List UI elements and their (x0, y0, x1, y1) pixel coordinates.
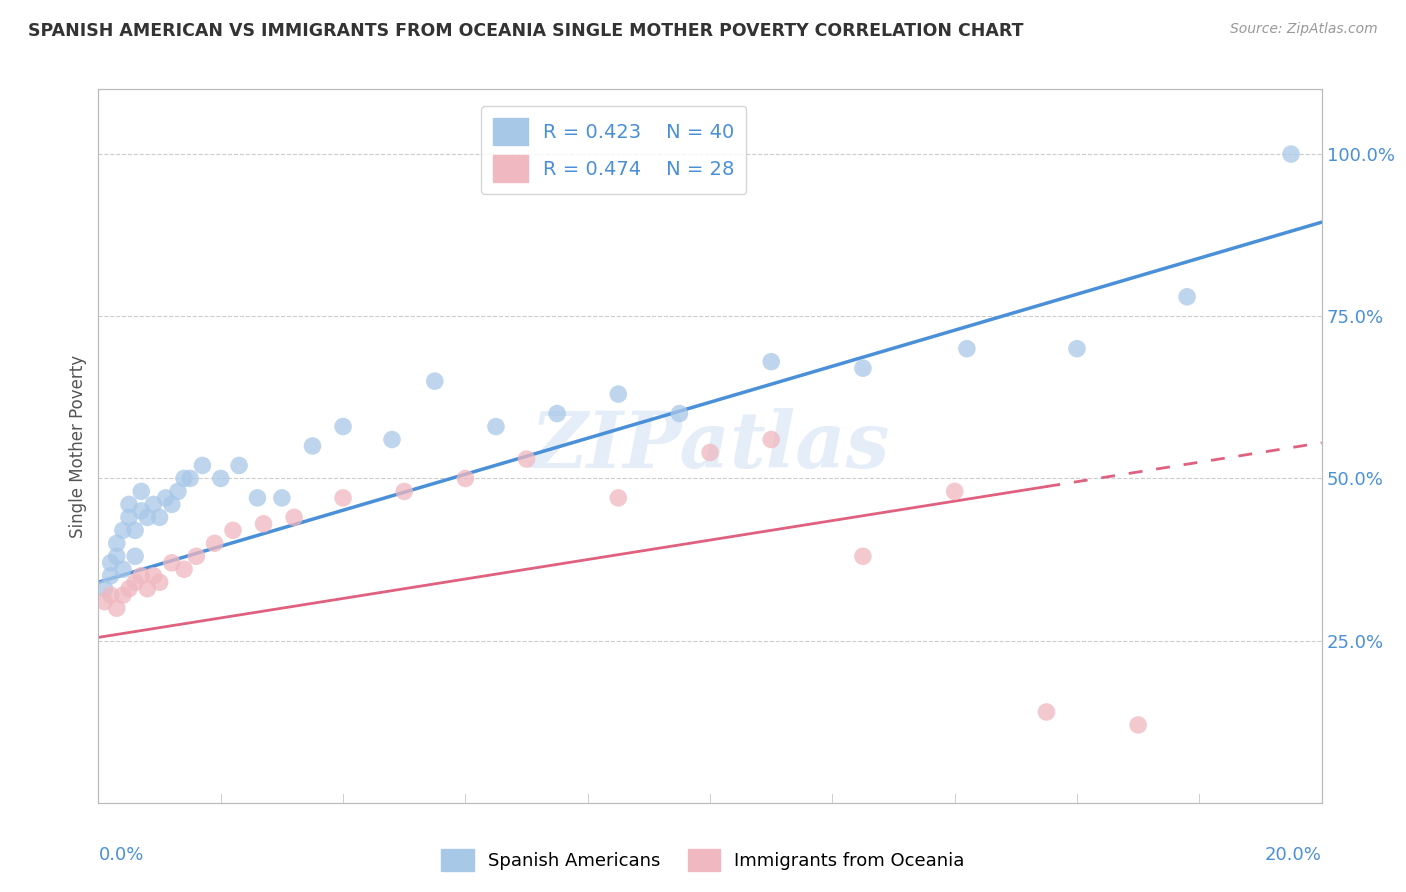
Point (228, 458, 250, 473)
Point (118, 582, 141, 596)
Point (1279, 147, 1302, 161)
Point (1066, 342, 1088, 356)
Point (485, 419, 508, 434)
Point (1175, 290, 1198, 304)
Point (105, 549, 128, 564)
Point (105, 536, 128, 550)
Point (173, 562, 195, 576)
Point (454, 471, 477, 485)
Point (118, 510, 141, 524)
Point (179, 471, 201, 485)
Point (191, 458, 214, 473)
Point (111, 588, 134, 602)
Point (332, 491, 354, 505)
Point (423, 374, 446, 388)
Point (222, 524, 245, 538)
Point (301, 439, 323, 453)
Point (100, 588, 122, 602)
Text: Source: ZipAtlas.com: Source: ZipAtlas.com (1230, 22, 1378, 37)
Point (546, 407, 568, 421)
Point (155, 491, 177, 505)
Point (129, 504, 152, 518)
Point (111, 524, 134, 538)
Point (149, 575, 172, 590)
Point (105, 601, 128, 615)
Point (129, 484, 152, 499)
Point (668, 407, 690, 421)
Point (332, 419, 354, 434)
Text: SPANISH AMERICAN VS IMMIGRANTS FROM OCEANIA SINGLE MOTHER POVERTY CORRELATION CH: SPANISH AMERICAN VS IMMIGRANTS FROM OCEA… (28, 22, 1024, 40)
Point (173, 471, 195, 485)
Point (186, 549, 208, 564)
Point (956, 342, 979, 356)
Point (381, 433, 404, 447)
Point (93, 595, 115, 609)
Point (204, 536, 226, 550)
Point (607, 491, 630, 505)
Point (111, 562, 134, 576)
Legend: R = 0.423    N = 40, R = 0.474    N = 28: R = 0.423 N = 40, R = 0.474 N = 28 (481, 106, 747, 194)
Point (149, 510, 172, 524)
Point (516, 452, 538, 467)
Point (136, 510, 159, 524)
Point (943, 484, 966, 499)
Point (699, 445, 721, 459)
Point (209, 471, 232, 485)
Text: 20.0%: 20.0% (1265, 846, 1322, 863)
Y-axis label: Single Mother Poverty: Single Mother Poverty (69, 354, 87, 538)
Point (283, 510, 305, 524)
Point (1128, 718, 1150, 732)
Point (270, 491, 292, 505)
Point (142, 497, 165, 511)
Text: 0.0%: 0.0% (98, 846, 143, 863)
Point (759, 354, 782, 368)
Point (124, 524, 146, 538)
Point (759, 433, 782, 447)
Point (252, 516, 274, 531)
Point (392, 484, 416, 499)
Point (142, 568, 165, 582)
Text: ZIPatlas: ZIPatlas (530, 408, 890, 484)
Point (100, 556, 122, 570)
Point (852, 549, 875, 564)
Point (124, 575, 146, 590)
Point (129, 568, 152, 582)
Point (93, 582, 115, 596)
Point (607, 387, 630, 401)
Point (136, 582, 159, 596)
Point (246, 491, 269, 505)
Point (118, 497, 141, 511)
Legend: Spanish Americans, Immigrants from Oceania: Spanish Americans, Immigrants from Ocean… (434, 842, 972, 879)
Point (160, 556, 183, 570)
Point (167, 484, 190, 499)
Point (1035, 705, 1057, 719)
Point (124, 549, 146, 564)
Point (160, 497, 183, 511)
Point (100, 568, 122, 582)
Point (852, 361, 875, 376)
